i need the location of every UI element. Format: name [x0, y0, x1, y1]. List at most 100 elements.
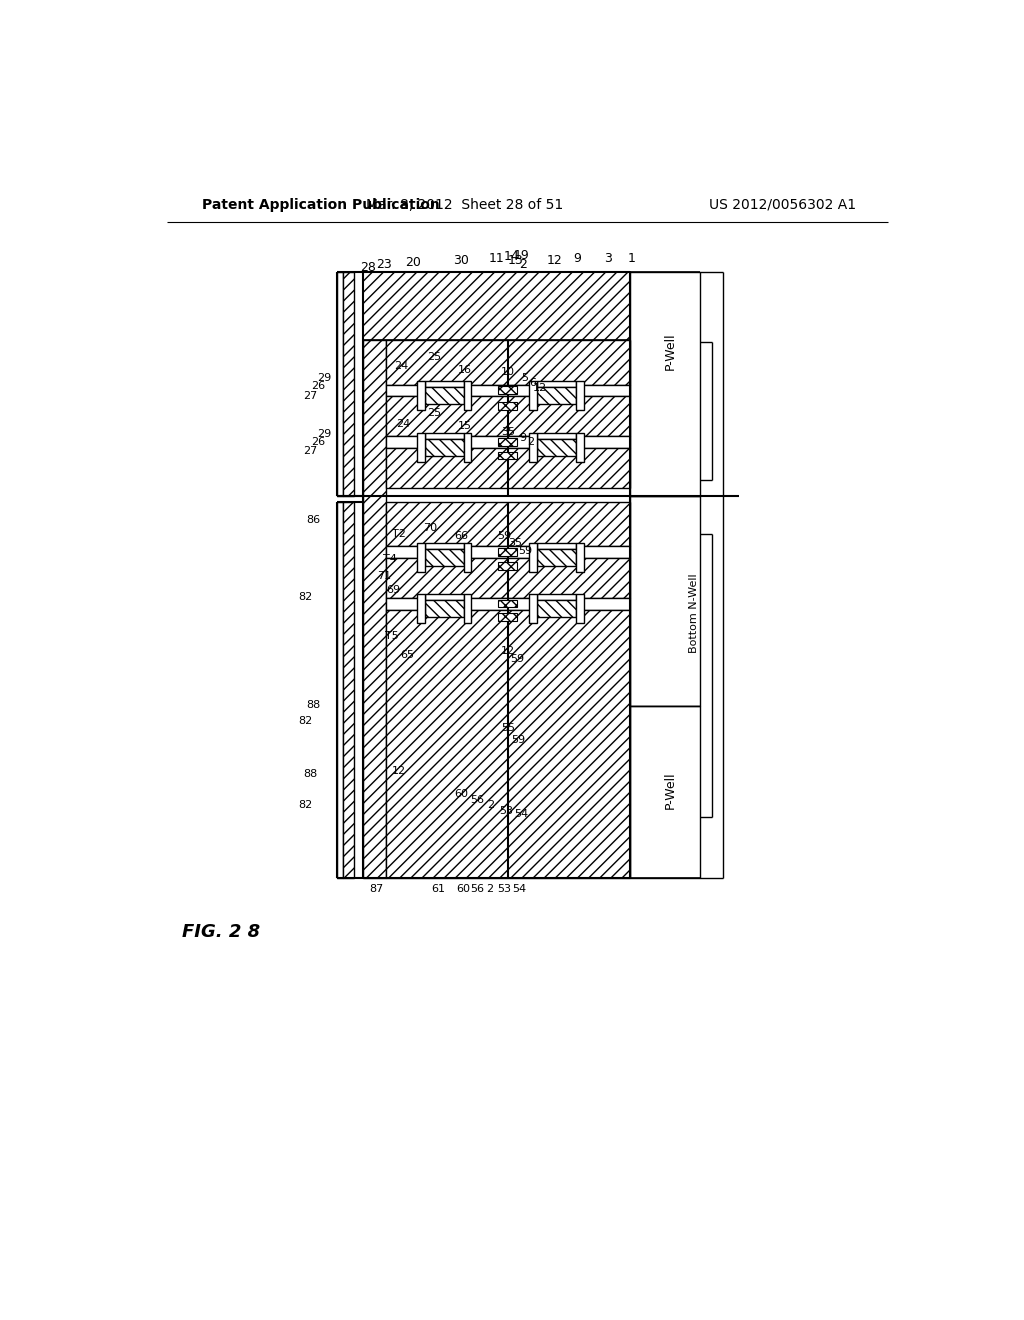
Text: 11: 11 — [488, 252, 504, 265]
Text: 9: 9 — [573, 252, 582, 265]
Text: 59: 59 — [497, 531, 511, 541]
Text: 82: 82 — [298, 593, 312, 602]
Bar — [425, 381, 464, 387]
Text: 53: 53 — [500, 805, 513, 816]
Text: 24: 24 — [393, 362, 408, 371]
Bar — [630, 706, 700, 878]
Text: 59: 59 — [511, 735, 525, 744]
Text: 12: 12 — [534, 383, 548, 393]
Bar — [499, 451, 517, 459]
Text: P-Well: P-Well — [664, 333, 677, 370]
Bar — [538, 438, 575, 455]
Bar — [575, 594, 584, 623]
Bar — [337, 272, 343, 496]
Text: 56: 56 — [470, 795, 483, 805]
Bar — [575, 381, 584, 411]
Text: 82: 82 — [298, 800, 312, 810]
Text: 59: 59 — [510, 653, 524, 664]
Text: Patent Application Publication: Patent Application Publication — [202, 198, 439, 211]
Bar — [538, 433, 575, 438]
Text: 87: 87 — [369, 884, 383, 894]
Text: 27: 27 — [304, 391, 317, 400]
Bar — [464, 381, 471, 411]
Text: 88: 88 — [306, 700, 321, 710]
Bar — [499, 438, 517, 446]
Text: 2: 2 — [487, 800, 495, 810]
Text: 60: 60 — [455, 788, 468, 799]
Bar — [425, 438, 464, 455]
Bar — [529, 381, 538, 411]
Text: 53: 53 — [497, 884, 511, 894]
Bar — [425, 594, 464, 601]
Text: 12: 12 — [392, 766, 407, 776]
Text: 55: 55 — [501, 723, 515, 733]
Bar — [386, 341, 630, 385]
Bar — [529, 433, 538, 462]
Bar — [575, 433, 584, 462]
Bar — [499, 614, 517, 622]
Text: 35: 35 — [509, 539, 522, 548]
Bar — [464, 543, 471, 572]
Bar — [425, 601, 464, 618]
Text: Bottom N-Well: Bottom N-Well — [689, 573, 698, 652]
Text: 5: 5 — [521, 372, 528, 383]
Bar — [417, 381, 425, 411]
Text: FIG. 2 8: FIG. 2 8 — [182, 923, 260, 941]
Text: 29: 29 — [316, 372, 331, 383]
Text: 30: 30 — [454, 253, 469, 267]
Text: 27: 27 — [304, 446, 317, 455]
Bar — [499, 403, 517, 411]
Text: 6: 6 — [529, 379, 536, 388]
Bar — [529, 594, 538, 623]
Text: 2: 2 — [486, 884, 494, 894]
Bar — [386, 598, 630, 610]
Text: 1: 1 — [628, 252, 636, 265]
Text: 15: 15 — [458, 421, 472, 432]
Bar — [417, 433, 425, 462]
Text: 24: 24 — [396, 418, 411, 429]
Text: 35: 35 — [501, 426, 515, 437]
Bar — [630, 496, 700, 706]
Text: 26: 26 — [311, 380, 326, 391]
Text: 86: 86 — [306, 515, 321, 525]
Text: US 2012/0056302 A1: US 2012/0056302 A1 — [710, 198, 856, 211]
Bar — [362, 272, 630, 341]
Bar — [425, 543, 464, 549]
Text: 25: 25 — [427, 352, 441, 362]
Text: 70: 70 — [423, 523, 437, 533]
Text: 20: 20 — [406, 256, 421, 269]
Bar — [499, 387, 517, 395]
Text: T2: T2 — [392, 529, 407, 539]
Bar — [575, 543, 584, 572]
Text: 13: 13 — [508, 253, 523, 267]
Bar — [499, 548, 517, 556]
Text: P-Well: P-Well — [664, 771, 677, 809]
Bar — [425, 387, 464, 404]
Text: 60: 60 — [456, 884, 470, 894]
Text: 59: 59 — [518, 546, 531, 556]
Text: 3: 3 — [604, 252, 612, 265]
Text: 65: 65 — [400, 649, 414, 660]
Text: 56: 56 — [470, 884, 483, 894]
Bar — [386, 447, 630, 488]
Text: 66: 66 — [455, 531, 468, 541]
Text: 10: 10 — [501, 367, 515, 378]
Text: 82: 82 — [298, 715, 312, 726]
Text: 29: 29 — [316, 429, 331, 440]
Text: 88: 88 — [304, 770, 317, 779]
Bar — [343, 272, 354, 496]
Bar — [425, 433, 464, 438]
Bar — [538, 601, 575, 618]
Bar — [417, 594, 425, 623]
Bar — [362, 341, 386, 878]
Bar — [386, 502, 630, 546]
Bar — [538, 594, 575, 601]
Bar — [386, 546, 630, 558]
Bar — [538, 549, 575, 566]
Text: 54: 54 — [512, 884, 526, 894]
Bar — [386, 396, 630, 437]
Bar — [538, 381, 575, 387]
Text: 19: 19 — [514, 249, 529, 261]
Text: 12: 12 — [501, 647, 515, 656]
Bar — [343, 502, 354, 878]
